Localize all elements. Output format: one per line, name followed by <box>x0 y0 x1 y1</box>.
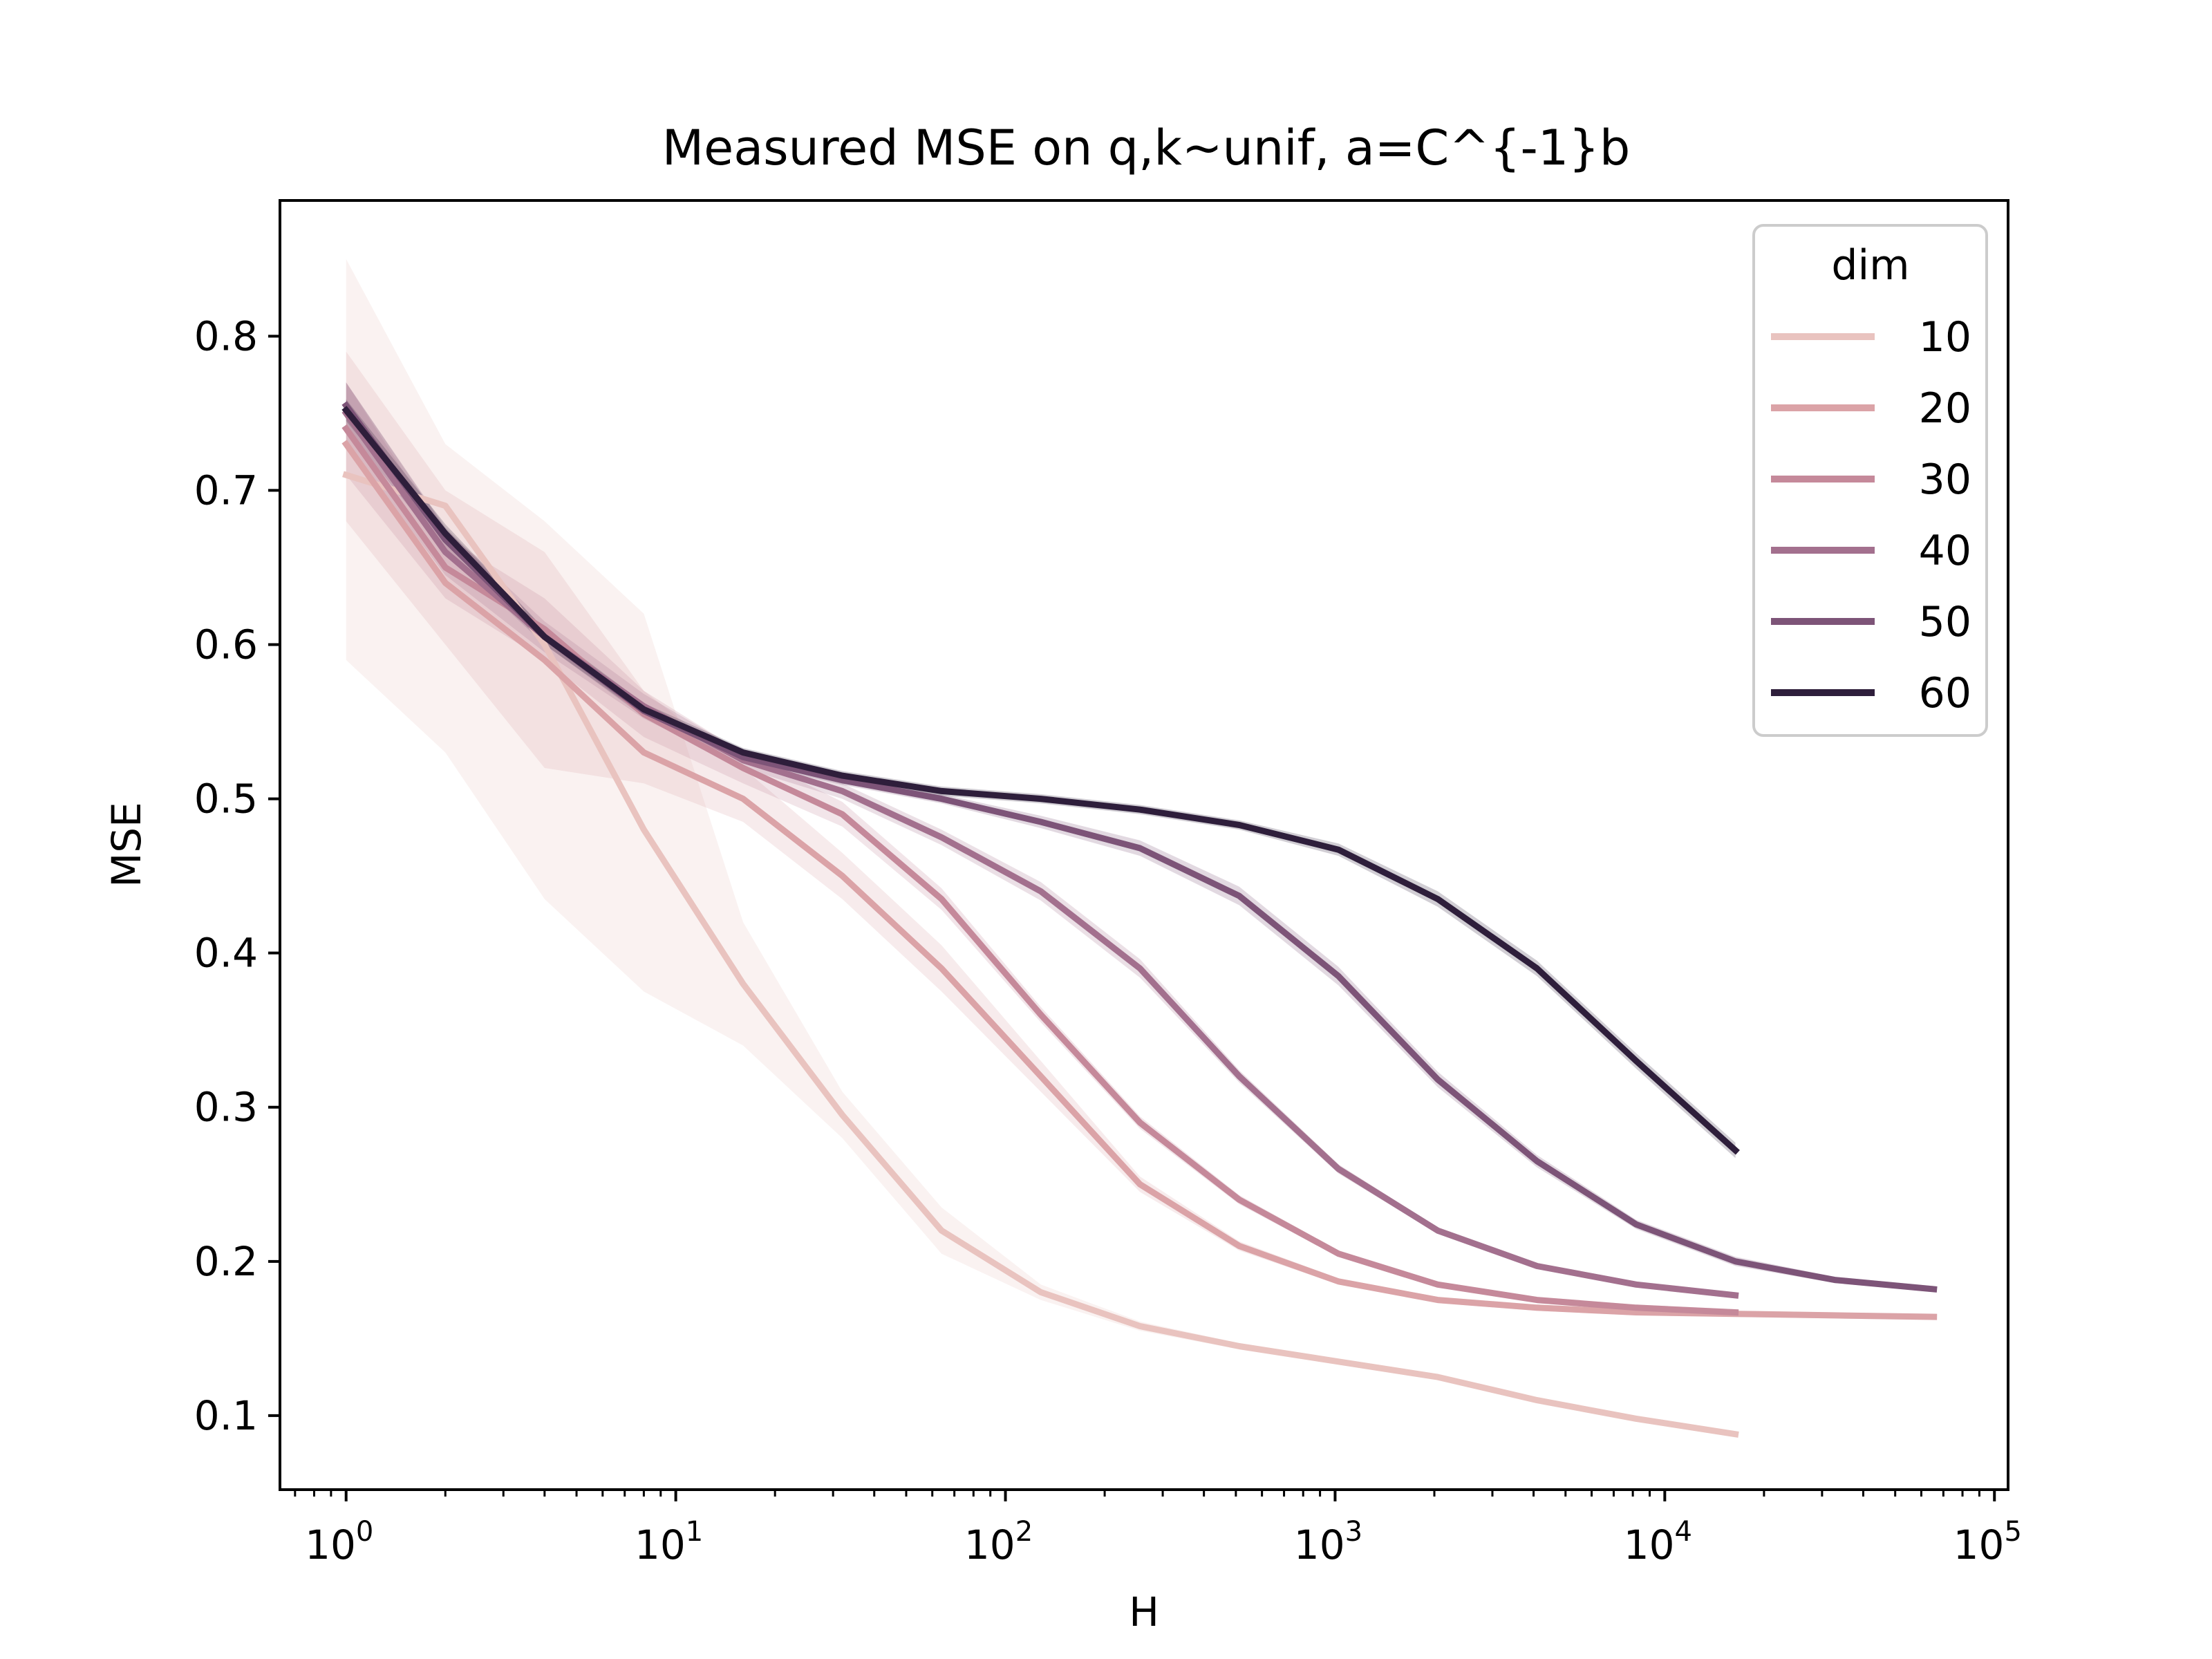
x-tick-label: 101 <box>635 1516 703 1568</box>
x-axis-label: H <box>1129 1588 1159 1635</box>
x-tick-label: 105 <box>1953 1516 2022 1568</box>
y-axis-ticks: 0.1 0.2 0.3 0.4 0.5 0.6 0.7 0.8 <box>194 312 280 1439</box>
legend-label-dim-40: 40 <box>1919 527 1971 575</box>
y-tick-label: 0.2 <box>194 1238 258 1285</box>
legend-items: 10 20 30 40 50 60 <box>1771 313 1971 718</box>
line-dim-20 <box>341 440 1938 1320</box>
series-lines <box>341 401 1938 1438</box>
confidence-bands <box>346 259 1934 1438</box>
x-tick-label: 103 <box>1294 1516 1362 1568</box>
x-tick-label: 102 <box>964 1516 1033 1568</box>
line-dim-10 <box>342 471 1739 1438</box>
y-tick-label: 0.3 <box>194 1084 258 1131</box>
legend: dim 10 20 30 40 50 60 <box>1752 224 1988 737</box>
legend-label-dim-50: 50 <box>1919 598 1971 646</box>
y-tick-label: 0.1 <box>194 1392 258 1439</box>
legend-label-dim-60: 60 <box>1919 669 1971 718</box>
legend-label-dim-20: 20 <box>1919 384 1971 433</box>
y-tick-label: 0.6 <box>194 621 258 668</box>
legend-label-dim-10: 10 <box>1919 313 1971 362</box>
y-tick-label: 0.4 <box>194 930 258 977</box>
y-tick-label: 0.5 <box>194 776 258 823</box>
legend-title: dim <box>1831 241 1909 290</box>
y-tick-label: 0.8 <box>194 312 258 359</box>
y-axis-label: MSE <box>103 802 150 888</box>
line-dim-60 <box>341 406 1740 1155</box>
chart-title: Measured MSE on q,k~unif, a=C^{-1}b <box>662 120 1631 176</box>
y-tick-label: 0.7 <box>194 467 258 514</box>
x-axis-ticks: 100 101 102 103 104 105 <box>294 1490 2022 1568</box>
x-tick-label: 100 <box>305 1516 373 1568</box>
legend-label-dim-30: 30 <box>1919 456 1971 504</box>
x-tick-label: 104 <box>1624 1516 1692 1568</box>
band-dim-10 <box>346 259 1736 1438</box>
plot-frame <box>279 199 2009 1491</box>
